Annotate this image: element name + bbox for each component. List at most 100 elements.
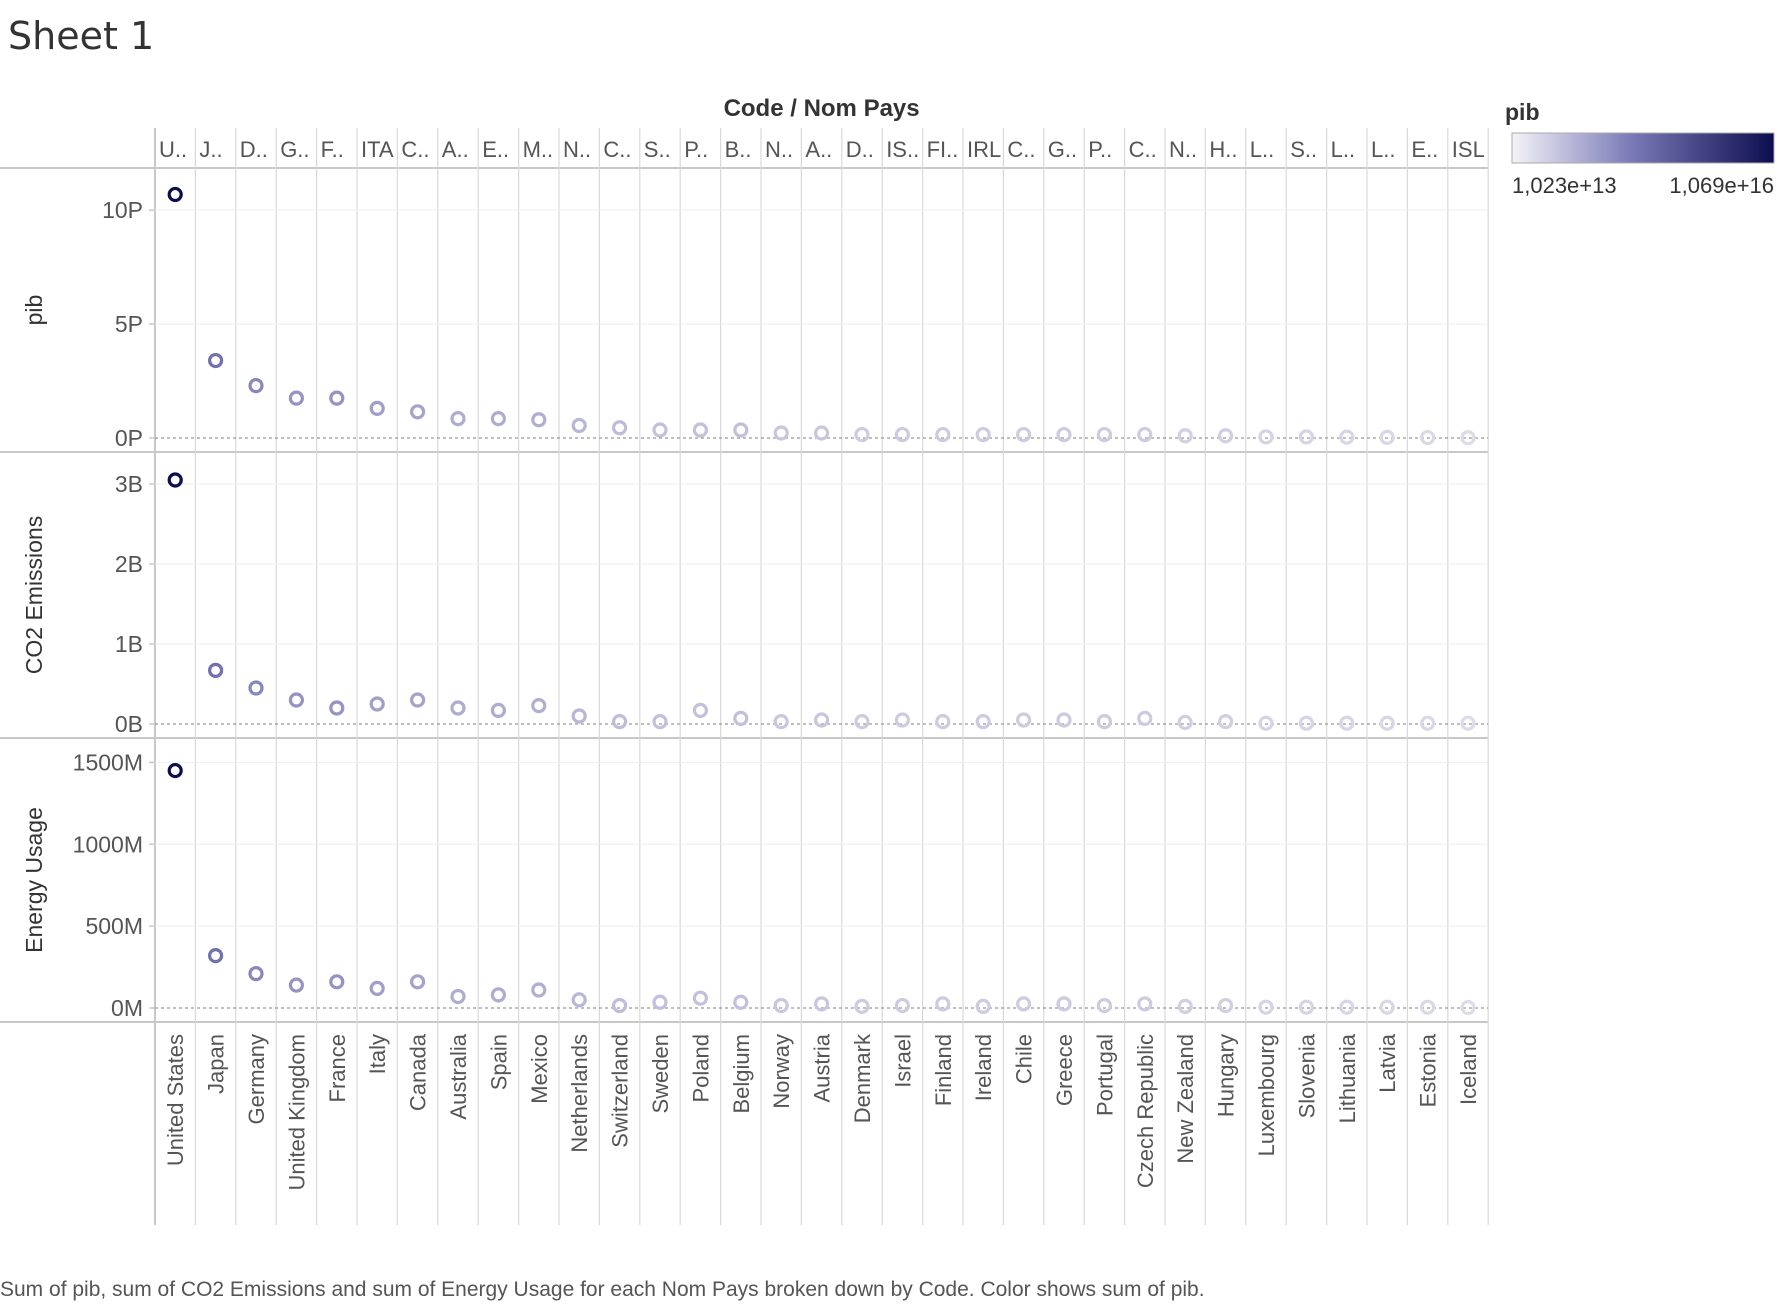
data-point — [1015, 426, 1032, 443]
data-point — [288, 692, 304, 708]
data-point — [450, 988, 466, 1005]
data-point — [248, 966, 264, 982]
data-point — [1217, 997, 1234, 1014]
data-point — [1339, 715, 1355, 731]
data-point — [1137, 996, 1153, 1012]
data-point — [571, 708, 587, 724]
data-point — [854, 713, 870, 730]
code-header: F.. — [321, 137, 344, 162]
country-label: Latvia — [1375, 1033, 1400, 1092]
data-point — [1137, 710, 1153, 727]
data-point — [1379, 429, 1395, 445]
y-axis-label: pib — [21, 295, 47, 326]
data-point — [773, 997, 789, 1014]
code-header: ITA — [361, 137, 394, 162]
country-label: Spain — [486, 1034, 511, 1090]
code-header: G.. — [1048, 137, 1077, 162]
data-point — [288, 390, 304, 406]
y-tick-label: 1000M — [73, 831, 143, 857]
y-tick-label: 1B — [115, 631, 143, 657]
data-point — [450, 700, 466, 716]
code-header: E.. — [1411, 137, 1438, 162]
data-point — [935, 713, 951, 730]
code-header: J.. — [199, 137, 222, 162]
data-point — [1217, 713, 1234, 730]
code-header: P.. — [1088, 137, 1112, 162]
data-point — [894, 712, 911, 728]
code-header: C.. — [1129, 137, 1157, 162]
country-label: Iceland — [1456, 1034, 1481, 1105]
data-point — [1298, 429, 1315, 445]
chart-caption: Sum of pib, sum of CO2 Emissions and sum… — [0, 1278, 1205, 1301]
code-header: C.. — [603, 137, 631, 162]
legend-min-label: 1,023e+13 — [1512, 173, 1617, 198]
data-point — [935, 996, 951, 1012]
data-point — [531, 697, 547, 714]
data-point — [208, 947, 224, 964]
code-header: N.. — [1169, 137, 1197, 162]
code-header: ISL — [1452, 137, 1485, 162]
code-header: N.. — [765, 137, 793, 162]
data-point — [652, 422, 668, 438]
data-point — [1056, 426, 1072, 443]
data-point — [369, 696, 385, 712]
code-header: IS.. — [886, 137, 919, 162]
y-tick-label: 0B — [115, 711, 143, 737]
code-header: L.. — [1371, 137, 1395, 162]
country-label: Greece — [1052, 1034, 1077, 1106]
data-point — [1137, 426, 1153, 443]
code-header: E.. — [482, 137, 509, 162]
data-point — [813, 996, 830, 1012]
country-label: Denmark — [850, 1033, 875, 1123]
data-point — [1177, 998, 1193, 1014]
country-label: Switzerland — [608, 1034, 633, 1148]
data-point — [450, 411, 466, 427]
country-label: Chile — [1012, 1034, 1037, 1084]
data-point — [1379, 999, 1395, 1015]
data-point — [935, 426, 951, 443]
code-header: H.. — [1209, 137, 1237, 162]
country-label: Lithuania — [1335, 1033, 1360, 1123]
data-point — [1217, 428, 1234, 444]
data-point — [369, 400, 385, 416]
data-point — [410, 692, 426, 708]
data-point — [167, 762, 183, 779]
data-point — [1177, 714, 1193, 731]
data-point — [531, 412, 547, 428]
code-header: D.. — [846, 137, 874, 162]
data-point — [854, 426, 870, 443]
data-point — [692, 990, 709, 1006]
country-label: Sweden — [648, 1034, 673, 1114]
data-point — [813, 425, 830, 441]
data-point — [208, 352, 224, 369]
data-point — [1258, 429, 1274, 445]
data-point — [1419, 999, 1436, 1015]
data-point — [894, 426, 911, 443]
data-point — [1419, 429, 1436, 446]
code-header: S.. — [644, 137, 671, 162]
country-label: New Zealand — [1173, 1034, 1198, 1164]
country-label: Israel — [890, 1034, 915, 1088]
y-tick-label: 1500M — [73, 749, 143, 775]
data-point — [208, 662, 224, 679]
country-label: Czech Republic — [1133, 1034, 1158, 1188]
column-header-title: Code / Nom Pays — [724, 95, 920, 122]
data-point — [1177, 428, 1193, 444]
country-label: Slovenia — [1294, 1033, 1319, 1118]
code-header: B.. — [725, 137, 752, 162]
data-point — [410, 404, 426, 420]
data-point — [1056, 996, 1072, 1012]
country-label: Estonia — [1416, 1033, 1441, 1107]
code-header: P.. — [684, 137, 708, 162]
country-label: Luxembourg — [1254, 1034, 1279, 1156]
data-point — [1339, 429, 1355, 445]
country-label: Japan — [204, 1034, 229, 1094]
data-point — [1096, 426, 1113, 443]
code-header: C.. — [401, 137, 429, 162]
country-label: Ireland — [971, 1034, 996, 1101]
country-label: Netherlands — [567, 1034, 592, 1153]
country-label: United States — [163, 1034, 188, 1166]
code-header: S.. — [1290, 137, 1317, 162]
data-point — [1056, 712, 1072, 728]
code-header: D.. — [240, 137, 268, 162]
